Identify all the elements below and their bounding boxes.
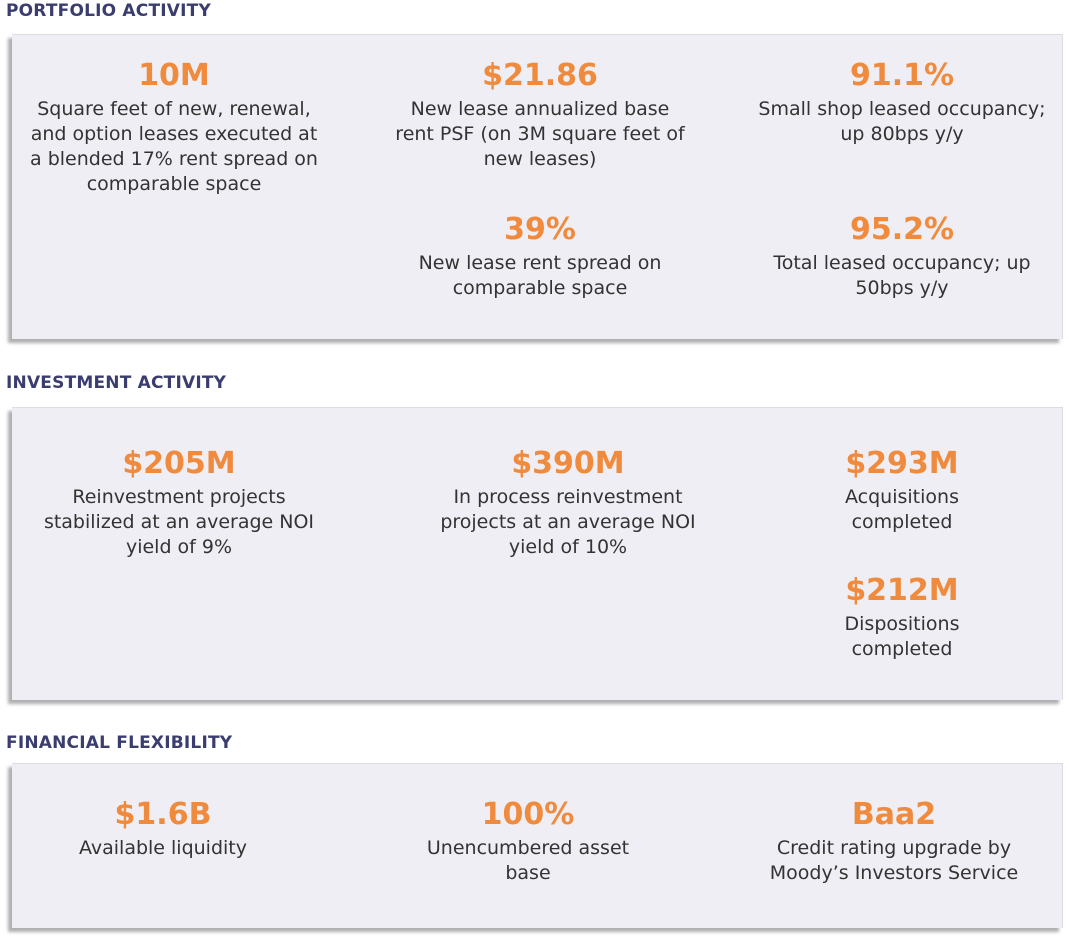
metric-new-lease-spread: 39% New lease rent spread on comparable …	[405, 213, 675, 301]
metric-acquisitions: $293M Acquisitions completed	[812, 447, 992, 535]
investment-activity-heading: INVESTMENT ACTIVITY	[6, 373, 227, 393]
metric-value: $212M	[845, 573, 959, 608]
metric-value: 100%	[481, 797, 575, 832]
metric-description: Total leased occupancy; up 50bps y/y	[773, 252, 1031, 299]
metric-leases-executed: 10M Square feet of new, renewal, and opt…	[24, 59, 324, 197]
metric-description: New lease annualized base rent PSF (on 3…	[395, 98, 685, 170]
metric-value: $1.6B	[114, 797, 212, 832]
metric-description: Reinvestment projects stabilized at an a…	[43, 486, 315, 558]
metric-liquidity: $1.6B Available liquidity	[33, 798, 293, 861]
metric-value: Baa2	[851, 797, 937, 832]
metric-small-shop-occupancy: 91.1% Small shop leased occupancy; up 80…	[757, 59, 1047, 147]
investment-activity-panel: $205M Reinvestment projects stabilized a…	[12, 407, 1063, 700]
metric-dispositions: $212M Dispositions completed	[812, 574, 992, 662]
metric-reinvestment-in-process: $390M In process reinvestment projects a…	[418, 447, 718, 560]
portfolio-activity-heading: PORTFOLIO ACTIVITY	[6, 1, 211, 21]
metric-value: $205M	[122, 446, 236, 481]
metric-value: $293M	[845, 446, 959, 481]
financial-flexibility-panel: $1.6B Available liquidity 100% Unencumbe…	[12, 763, 1063, 928]
metric-value: 39%	[504, 212, 576, 247]
metric-value: 95.2%	[849, 212, 955, 247]
metric-description: Credit rating upgrade by Moody’s Investo…	[769, 837, 1019, 884]
metric-description: Unencumbered asset base	[426, 837, 630, 884]
metric-description: Square feet of new, renewal, and option …	[30, 98, 318, 195]
metric-value: $21.86	[482, 58, 598, 93]
metric-reinvestment-stabilized: $205M Reinvestment projects stabilized a…	[34, 447, 324, 560]
metric-credit-rating: Baa2 Credit rating upgrade by Moody’s In…	[739, 798, 1049, 886]
metric-total-occupancy: 95.2% Total leased occupancy; up 50bps y…	[757, 213, 1047, 301]
metric-description: Available liquidity	[78, 837, 247, 859]
metric-new-lease-abr: $21.86 New lease annualized base rent PS…	[390, 59, 690, 172]
metric-description: Small shop leased occupancy; up 80bps y/…	[758, 98, 1046, 145]
metric-value: 10M	[138, 58, 210, 93]
metric-description: New lease rent spread on comparable spac…	[418, 252, 662, 299]
metric-description: Dispositions completed	[844, 613, 960, 660]
portfolio-activity-panel: 10M Square feet of new, renewal, and opt…	[12, 34, 1063, 339]
metric-value: 91.1%	[849, 58, 955, 93]
metric-unencumbered: 100% Unencumbered asset base	[418, 798, 638, 886]
metric-description: Acquisitions completed	[845, 486, 959, 533]
financial-flexibility-heading: FINANCIAL FLEXIBILITY	[6, 733, 233, 753]
metric-description: In process reinvestment projects at an a…	[440, 486, 696, 558]
metric-value: $390M	[511, 446, 625, 481]
